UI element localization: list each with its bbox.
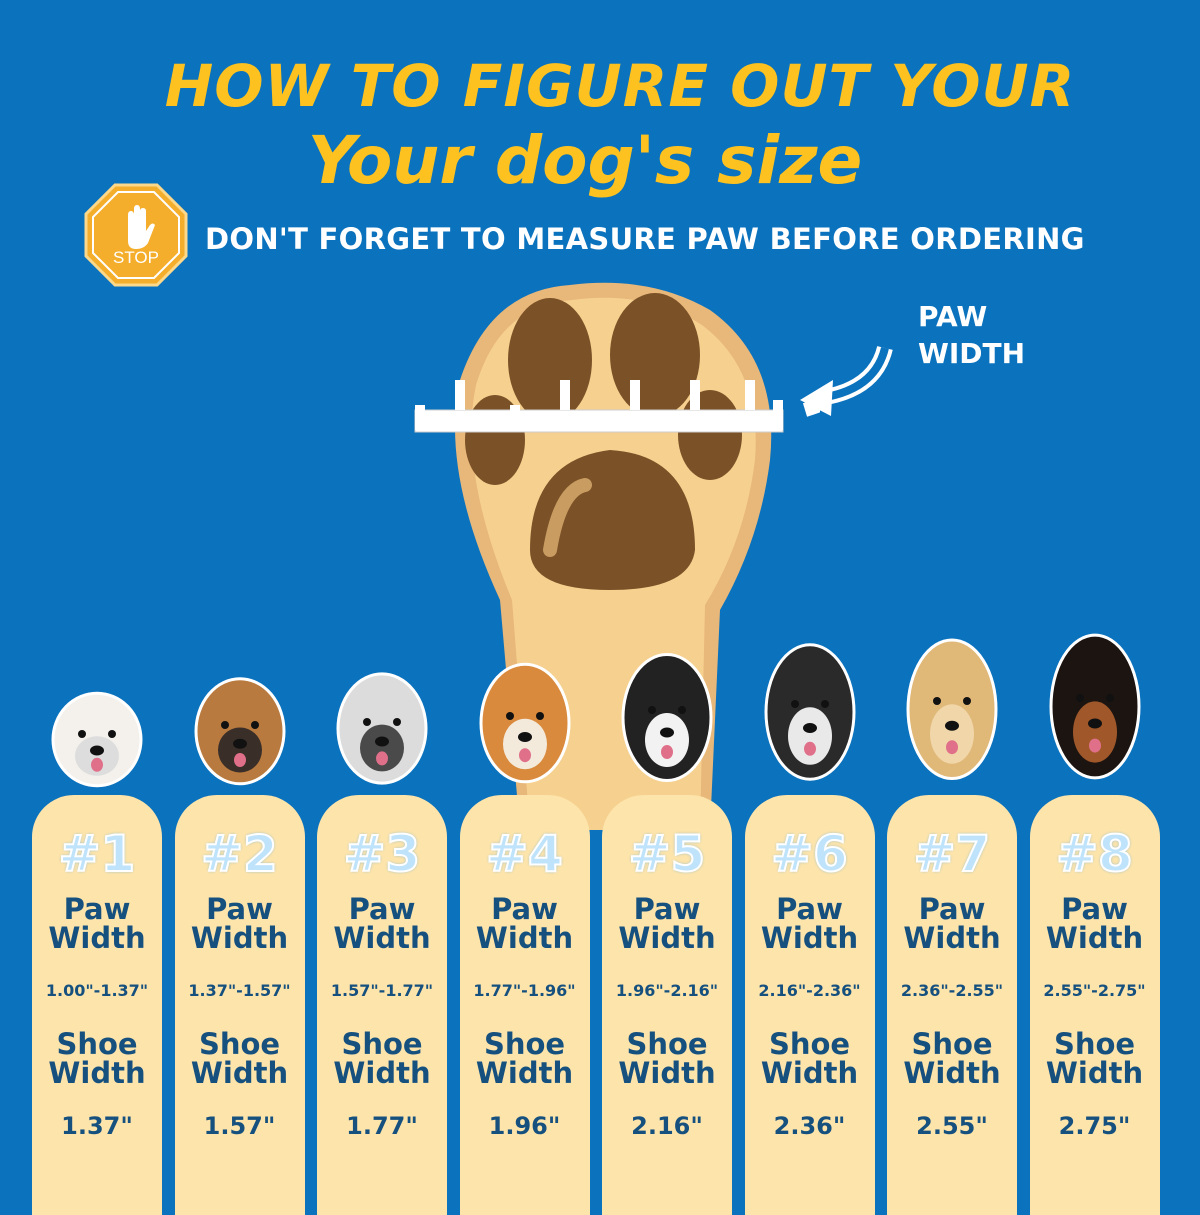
shoe-width-heading: Shoe Width: [48, 1027, 146, 1090]
dog-photo: [897, 635, 1007, 810]
paw-width-label: PAW WIDTH: [918, 298, 1025, 372]
paw-width-heading: Paw Width: [333, 892, 431, 955]
paw-width-heading: Paw Width: [1045, 892, 1144, 955]
arrow-icon: [800, 345, 893, 416]
size-number: #2: [200, 824, 279, 884]
paw-width-heading: Paw Width: [903, 892, 1001, 955]
shoe-width-value: 1.96": [488, 1112, 561, 1140]
shoe-width-value: 1.37": [61, 1112, 133, 1140]
shoe-width-value: 1.77": [346, 1112, 418, 1140]
shoe-width-heading: Shoe Width: [760, 1027, 859, 1090]
size-card: #5 Paw Width 1.96"-2.16" Shoe Width 2.16…: [602, 795, 732, 1215]
shoe-width-heading: Shoe Width: [333, 1027, 431, 1090]
dog-photo: [755, 640, 865, 810]
size-card: #6 Paw Width 2.16"-2.36" Shoe Width 2.36…: [744, 795, 875, 1215]
paw-width-heading: Paw Width: [760, 892, 859, 955]
shoe-width-heading: Shoe Width: [903, 1027, 1001, 1090]
shoe-width-value: 2.16": [631, 1112, 703, 1140]
paw-width-range: 1.96"-2.16": [615, 981, 719, 1000]
paw-width-heading: Paw Width: [190, 892, 289, 955]
size-number: #3: [343, 824, 422, 884]
dog-photo: [612, 650, 722, 810]
paw-width-range: 1.77"-1.96": [473, 981, 576, 1000]
shoe-width-value: 2.55": [916, 1112, 988, 1140]
shoe-width-value: 2.36": [773, 1112, 846, 1140]
shoe-width-heading: Shoe Width: [1045, 1027, 1144, 1090]
shoe-width-value: 2.75": [1058, 1112, 1131, 1140]
shoe-width-heading: Shoe Width: [190, 1027, 289, 1090]
size-card: #3 Paw Width 1.57"-1.77" Shoe Width 1.77…: [317, 795, 447, 1215]
paw-width-range: 2.55"-2.75": [1043, 981, 1146, 1000]
paw-width-range: 2.36"-2.55": [900, 981, 1004, 1000]
paw-width-label-line-1: PAW: [918, 300, 988, 333]
stop-sign-icon: STOP: [84, 183, 188, 287]
dog-photo: [185, 675, 295, 810]
size-number: #7: [913, 824, 992, 884]
size-card: #2 Paw Width 1.37"-1.57" Shoe Width 1.57…: [174, 795, 305, 1215]
paw-width-heading: Paw Width: [48, 892, 146, 955]
dog-photo: [42, 690, 152, 810]
paw-width-range: 1.37"-1.57": [188, 981, 291, 1000]
size-number: #8: [1055, 824, 1134, 884]
svg-text:STOP: STOP: [113, 248, 159, 267]
shoe-width-heading: Shoe Width: [618, 1027, 716, 1090]
title-line-1: HOW TO FIGURE OUT YOUR: [164, 52, 1076, 120]
size-number: #4: [485, 824, 564, 884]
size-card: #8 Paw Width 2.55"-2.75" Shoe Width 2.75…: [1029, 795, 1160, 1215]
size-number: #5: [628, 824, 707, 884]
dog-photo: [327, 670, 437, 810]
paw-width-range: 1.00"-1.37": [45, 981, 149, 1000]
paw-width-heading: Paw Width: [475, 892, 574, 955]
size-number: #6: [770, 824, 849, 884]
paw-width-range: 2.16"-2.36": [758, 981, 861, 1000]
paw-width-label-line-2: WIDTH: [918, 337, 1026, 370]
paw-width-heading: Paw Width: [618, 892, 716, 955]
subtitle: DON'T FORGET TO MEASURE PAW BEFORE ORDER…: [205, 222, 1085, 256]
shoe-width-heading: Shoe Width: [475, 1027, 574, 1090]
dog-photo: [1040, 630, 1150, 810]
size-card: #1 Paw Width 1.00"-1.37" Shoe Width 1.37…: [32, 795, 162, 1215]
size-card: #4 Paw Width 1.77"-1.96" Shoe Width 1.96…: [459, 795, 590, 1215]
size-number: #1: [58, 824, 137, 884]
size-card: #7 Paw Width 2.36"-2.55" Shoe Width 2.55…: [887, 795, 1017, 1215]
paw-width-range: 1.57"-1.77": [330, 981, 434, 1000]
title-line-2: Your dog's size: [307, 122, 863, 199]
shoe-width-value: 1.57": [203, 1112, 276, 1140]
dog-photo: [470, 660, 580, 810]
